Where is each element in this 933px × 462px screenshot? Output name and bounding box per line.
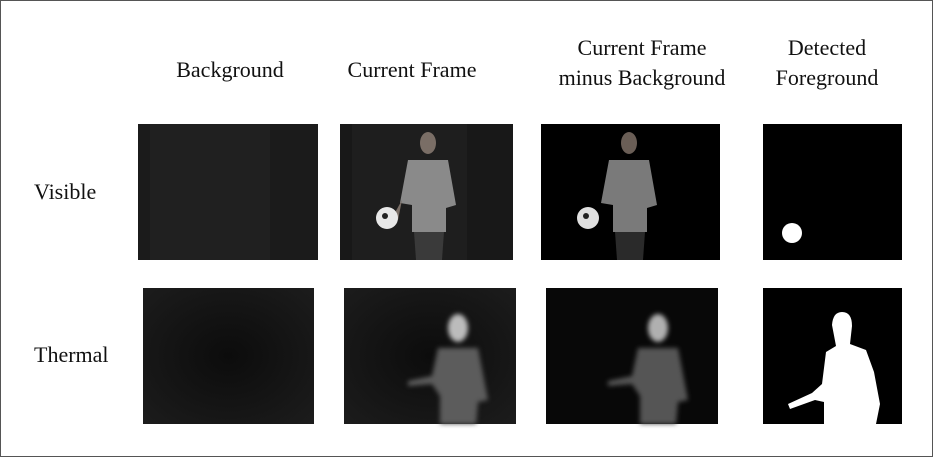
- column-header: Background: [176, 57, 284, 82]
- visible-current-frame: [340, 124, 513, 260]
- column-header: Current Frame: [578, 35, 707, 60]
- visible-background: [138, 124, 318, 260]
- column-header: Detected: [788, 35, 866, 60]
- thermal-difference: [546, 288, 718, 424]
- visible-difference: [541, 124, 720, 260]
- column-header: Current Frame: [348, 57, 477, 82]
- row-label: Visible: [34, 179, 96, 204]
- thermal-current-frame: [344, 288, 516, 424]
- column-header: Foreground: [776, 65, 879, 90]
- figure: Background Current Frame Current Frame minu…: [0, 0, 933, 457]
- thermal-foreground: [763, 288, 902, 424]
- row-label: Thermal: [34, 342, 109, 367]
- thermal-background: [143, 288, 314, 424]
- visible-foreground: [763, 124, 902, 260]
- column-header: minus Background: [559, 65, 726, 90]
